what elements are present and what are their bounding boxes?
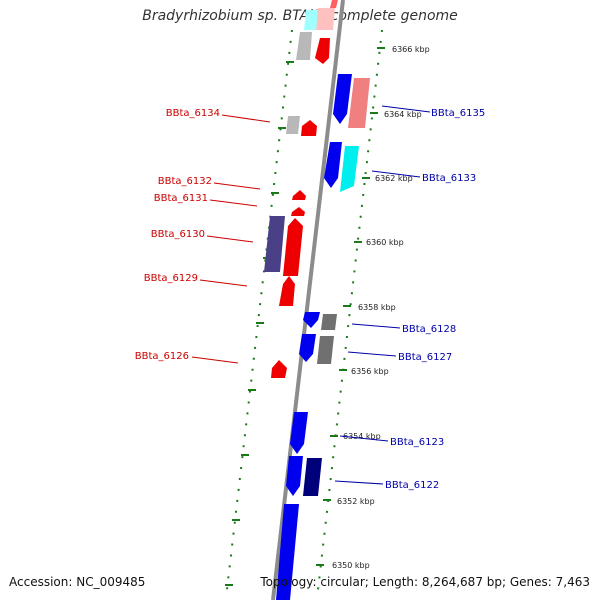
gene-feature[interactable] — [315, 38, 330, 64]
map-title: Bradyrhizobium sp. BTAi1, complete genom… — [142, 8, 458, 24]
leader-line — [347, 351, 397, 357]
genome-backbone — [271, 0, 345, 600]
gene-feature[interactable] — [301, 120, 317, 136]
gene-feature[interactable] — [303, 312, 320, 328]
leader-line — [221, 114, 271, 123]
leader-line — [339, 435, 389, 442]
tick-label: 6360 kbp — [366, 238, 404, 247]
leader-line — [199, 279, 248, 287]
gene-label[interactable]: BBta_6123 — [390, 437, 444, 448]
gene-label[interactable]: BBta_6132 — [158, 176, 212, 187]
gene-feature[interactable] — [321, 314, 337, 330]
summary-text: Topology: circular; Length: 8,264,687 bp… — [260, 575, 590, 589]
tick-label: 6352 kbp — [337, 497, 375, 506]
leader-line — [206, 235, 254, 243]
tick-label: 6358 kbp — [358, 303, 396, 312]
gene-label[interactable]: BBta_6128 — [402, 324, 456, 335]
gene-label[interactable]: BBta_6122 — [385, 480, 439, 491]
leader-line — [213, 182, 261, 190]
tick-label: 6364 kbp — [384, 110, 422, 119]
gene-feature[interactable] — [264, 216, 285, 272]
gene-label[interactable]: BBta_6134 — [166, 108, 220, 119]
gene-feature[interactable] — [291, 207, 305, 216]
gene-feature[interactable] — [330, 0, 338, 8]
gene-label[interactable]: BBta_6130 — [151, 229, 205, 240]
leader-line — [381, 105, 431, 113]
gene-label[interactable]: BBta_6127 — [398, 352, 452, 363]
gene-feature[interactable] — [292, 190, 306, 200]
gene-feature[interactable] — [316, 8, 335, 30]
leader-line — [209, 199, 258, 207]
tick-label: 6356 kbp — [351, 367, 389, 376]
gene-feature[interactable] — [333, 74, 352, 124]
gene-feature[interactable] — [304, 10, 318, 30]
accession-text: Accession: NC_009485 — [9, 575, 146, 589]
gene-feature[interactable] — [303, 458, 322, 496]
gene-feature[interactable] — [290, 412, 308, 454]
gene-feature[interactable] — [296, 32, 312, 60]
leader-line — [191, 356, 239, 364]
gene-label[interactable]: BBta_6126 — [135, 351, 189, 362]
tick-label: 6350 kbp — [332, 561, 370, 570]
gene-label[interactable]: BBta_6133 — [422, 173, 476, 184]
gene-feature[interactable] — [279, 276, 295, 306]
tick-label: 6362 kbp — [375, 174, 413, 183]
gene-label[interactable]: BBta_6135 — [431, 108, 485, 119]
gene-feature[interactable] — [299, 334, 316, 362]
leader-line — [351, 323, 401, 329]
gene-feature[interactable] — [324, 142, 342, 188]
gene-feature[interactable] — [348, 78, 370, 128]
gene-feature[interactable] — [286, 116, 300, 134]
gene-feature[interactable] — [340, 146, 359, 192]
leader-line — [334, 480, 384, 485]
gene-feature[interactable] — [276, 504, 299, 600]
leader-line — [371, 170, 421, 178]
gene-feature[interactable] — [271, 360, 287, 378]
gene-feature[interactable] — [286, 456, 303, 496]
tick-label: 6366 kbp — [392, 45, 430, 54]
gene-label[interactable]: BBta_6131 — [154, 193, 208, 204]
gene-feature[interactable] — [283, 218, 303, 276]
gene-feature[interactable] — [317, 336, 334, 364]
tick-label: 6354 kbp — [343, 432, 381, 441]
gene-label[interactable]: BBta_6129 — [144, 273, 198, 284]
